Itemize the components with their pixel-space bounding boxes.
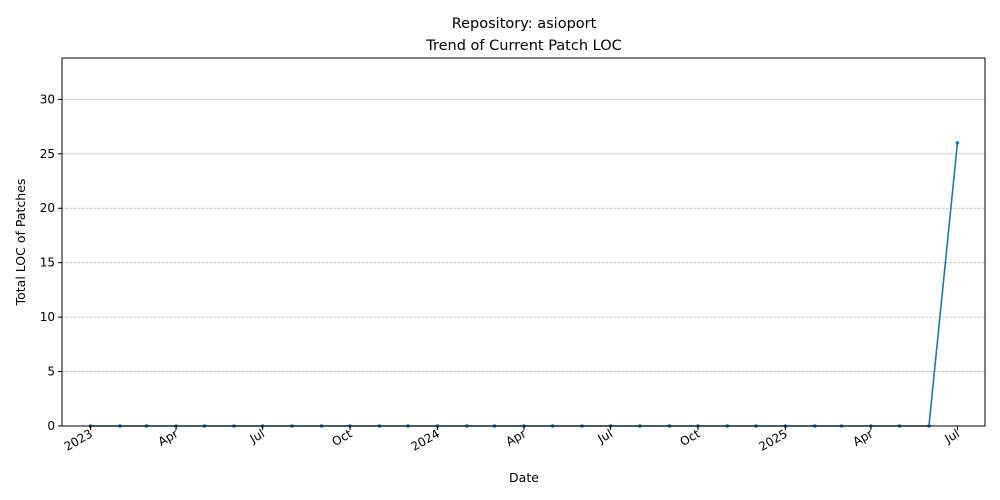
- y-axis-title: Total LOC of Patches: [13, 179, 28, 307]
- data-point: [955, 141, 960, 145]
- x-tick-label: Oct: [677, 426, 702, 449]
- grid-layer: [62, 98, 985, 372]
- x-tick-label: 2023: [62, 426, 95, 453]
- x-tick-label: 2025: [756, 426, 789, 453]
- series-line: [90, 142, 959, 427]
- y-tick-label: 10: [40, 310, 55, 324]
- x-tick-label: Jul: [595, 426, 615, 446]
- series-layer: [88, 141, 960, 428]
- y-tick-label: 5: [47, 365, 55, 379]
- x-tick-label: Jul: [247, 426, 267, 446]
- y-tick-label: 15: [40, 256, 55, 270]
- y-axis: 0 5 10 15 20 25 30: [40, 92, 62, 433]
- x-axis-title: Date: [509, 470, 539, 485]
- x-tick-label: Jul: [942, 426, 962, 446]
- x-tick-label: Apr: [156, 426, 181, 449]
- y-tick-label: 20: [40, 201, 55, 215]
- x-tick-label: Apr: [503, 426, 528, 449]
- x-axis: 2023 Apr Jul Oct 2024 Apr Jul Oct 2025 Apr Jul: [62, 426, 962, 454]
- chart-subtitle: Trend of Current Patch LOC: [425, 38, 621, 54]
- x-tick-label: Apr: [850, 426, 875, 449]
- chart-title: Repository: asioport: [452, 16, 597, 32]
- y-tick-label: 30: [40, 92, 55, 106]
- plot-frame: [61, 57, 986, 427]
- y-tick-label: 25: [40, 147, 55, 161]
- x-tick-label: 2024: [409, 426, 442, 453]
- y-tick-label: 0: [47, 419, 55, 433]
- x-tick-label: Oct: [330, 426, 355, 449]
